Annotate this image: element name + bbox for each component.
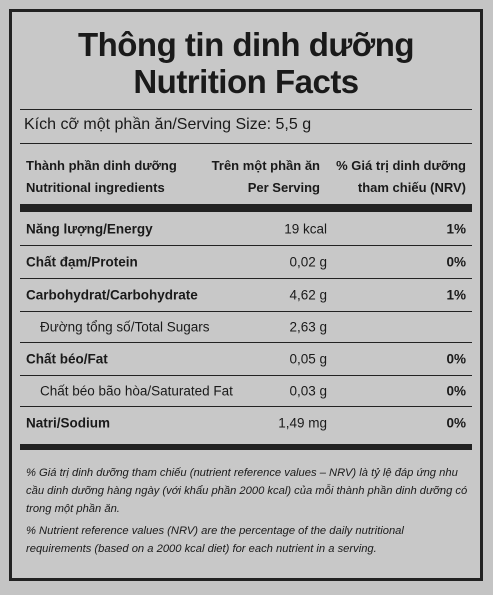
- table-row: Năng lượng/Energy 19 kcal 1%: [20, 212, 472, 245]
- footnotes: % Giá trị dinh dưỡng tham chiếu (nutrien…: [26, 464, 468, 562]
- thick-rule: [20, 444, 472, 450]
- header-col: Thành phần dinh dưỡng Nutritional ingredi…: [26, 155, 177, 199]
- header-text: Thành phần dinh dưỡng: [26, 158, 177, 173]
- table-cell: 0%: [446, 254, 466, 269]
- row-rule: [20, 406, 472, 407]
- row-rule: [20, 278, 472, 279]
- table-cell: 4,62 g: [289, 287, 327, 302]
- header-text: Nutritional ingredients: [26, 180, 165, 195]
- table-cell: Chất béo bão hòa/Saturated Fat: [40, 383, 233, 398]
- table-cell: Đường tổng số/Total Sugars: [40, 319, 210, 334]
- header-text: % Giá trị dinh dưỡng: [336, 158, 466, 173]
- header-text: Trên một phần ăn: [211, 158, 320, 173]
- header-text: tham chiếu (NRV): [357, 180, 466, 195]
- table-row: Chất béo bão hòa/Saturated Fat 0,03 g 0%: [20, 375, 472, 406]
- table-cell: Chất đạm/Protein: [26, 254, 138, 269]
- row-rule: [20, 375, 472, 376]
- title-vi: Thông tin dinh dưỡng: [77, 26, 415, 63]
- footnote: % Nutrient reference values (NRV) are th…: [26, 525, 404, 555]
- table-cell: 0,05 g: [289, 351, 327, 366]
- table-row: Chất đạm/Protein 0,02 g 0%: [20, 245, 472, 278]
- rule: [20, 143, 472, 144]
- table-cell: 0%: [446, 415, 466, 430]
- table-cell: 0%: [446, 383, 466, 398]
- table-row: Natri/Sodium 1,49 mg 0%: [20, 406, 472, 439]
- header-col: Trên một phần ăn Per Serving: [212, 155, 320, 199]
- table-cell: Carbohydrat/Carbohydrate: [26, 287, 198, 302]
- header-text: Per Serving: [247, 180, 320, 195]
- serving-size: Kích cỡ một phần ăn/Serving Size: 5,5 g: [24, 116, 312, 133]
- nutrition-label: Thông tin dinh dưỡng Nutrition Facts Kíc…: [9, 9, 483, 581]
- footnote: % Giá trị dinh dưỡng tham chiếu (nutrien…: [26, 467, 468, 515]
- table-row: Chất béo/Fat 0,05 g 0%: [20, 342, 472, 375]
- table-cell: 0,02 g: [289, 254, 327, 269]
- table-row: Đường tổng số/Total Sugars 2,63 g: [20, 311, 472, 342]
- row-rule: [20, 342, 472, 343]
- table-cell: Năng lượng/Energy: [26, 221, 153, 236]
- table-cell: 0%: [446, 351, 466, 366]
- row-rule: [20, 311, 472, 312]
- thick-rule: [20, 204, 472, 212]
- table-cell: 0,03 g: [289, 383, 327, 398]
- table-cell: Natri/Sodium: [26, 415, 111, 430]
- table-cell: 1,49 mg: [278, 415, 327, 430]
- rule: [20, 109, 472, 110]
- table-cell: 2,63 g: [289, 319, 327, 334]
- table-cell: 19 kcal: [284, 221, 327, 236]
- table-cell: 1%: [446, 287, 466, 302]
- header-col: % Giá trị dinh dưỡng tham chiếu (NRV): [336, 155, 466, 199]
- table-cell: Chất béo/Fat: [26, 351, 108, 366]
- row-rule: [20, 245, 472, 246]
- table-cell: 1%: [446, 221, 466, 236]
- table-row: Carbohydrat/Carbohydrate 4,62 g 1%: [20, 278, 472, 311]
- title-en: Nutrition Facts: [133, 63, 359, 100]
